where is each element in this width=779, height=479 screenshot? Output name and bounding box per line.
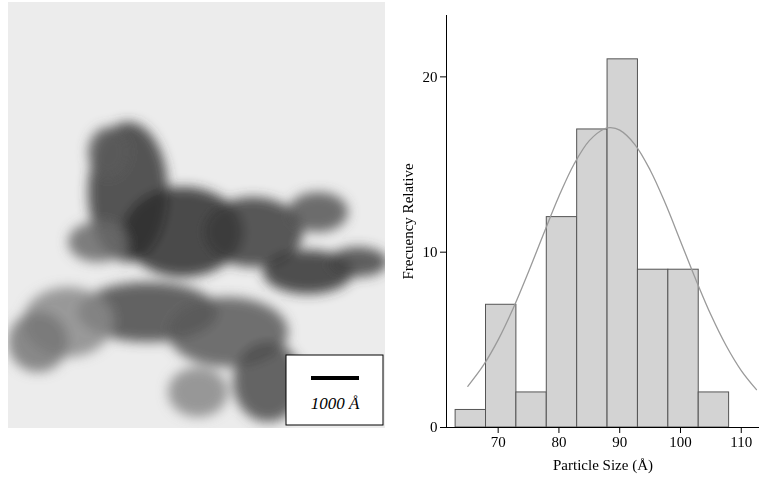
svg-text:90: 90 xyxy=(612,434,627,450)
svg-text:110: 110 xyxy=(730,434,752,450)
svg-text:Frecuency Relative: Frecuency Relative xyxy=(400,163,416,280)
svg-text:20: 20 xyxy=(423,69,438,85)
svg-text:100: 100 xyxy=(669,434,692,450)
svg-text:80: 80 xyxy=(551,434,566,450)
svg-text:0: 0 xyxy=(430,419,438,435)
svg-text:1000 Å: 1000 Å xyxy=(311,394,360,413)
svg-text:70: 70 xyxy=(491,434,506,450)
svg-text:10: 10 xyxy=(423,244,438,260)
svg-text:Particle Size (Å): Particle Size (Å) xyxy=(553,457,653,474)
